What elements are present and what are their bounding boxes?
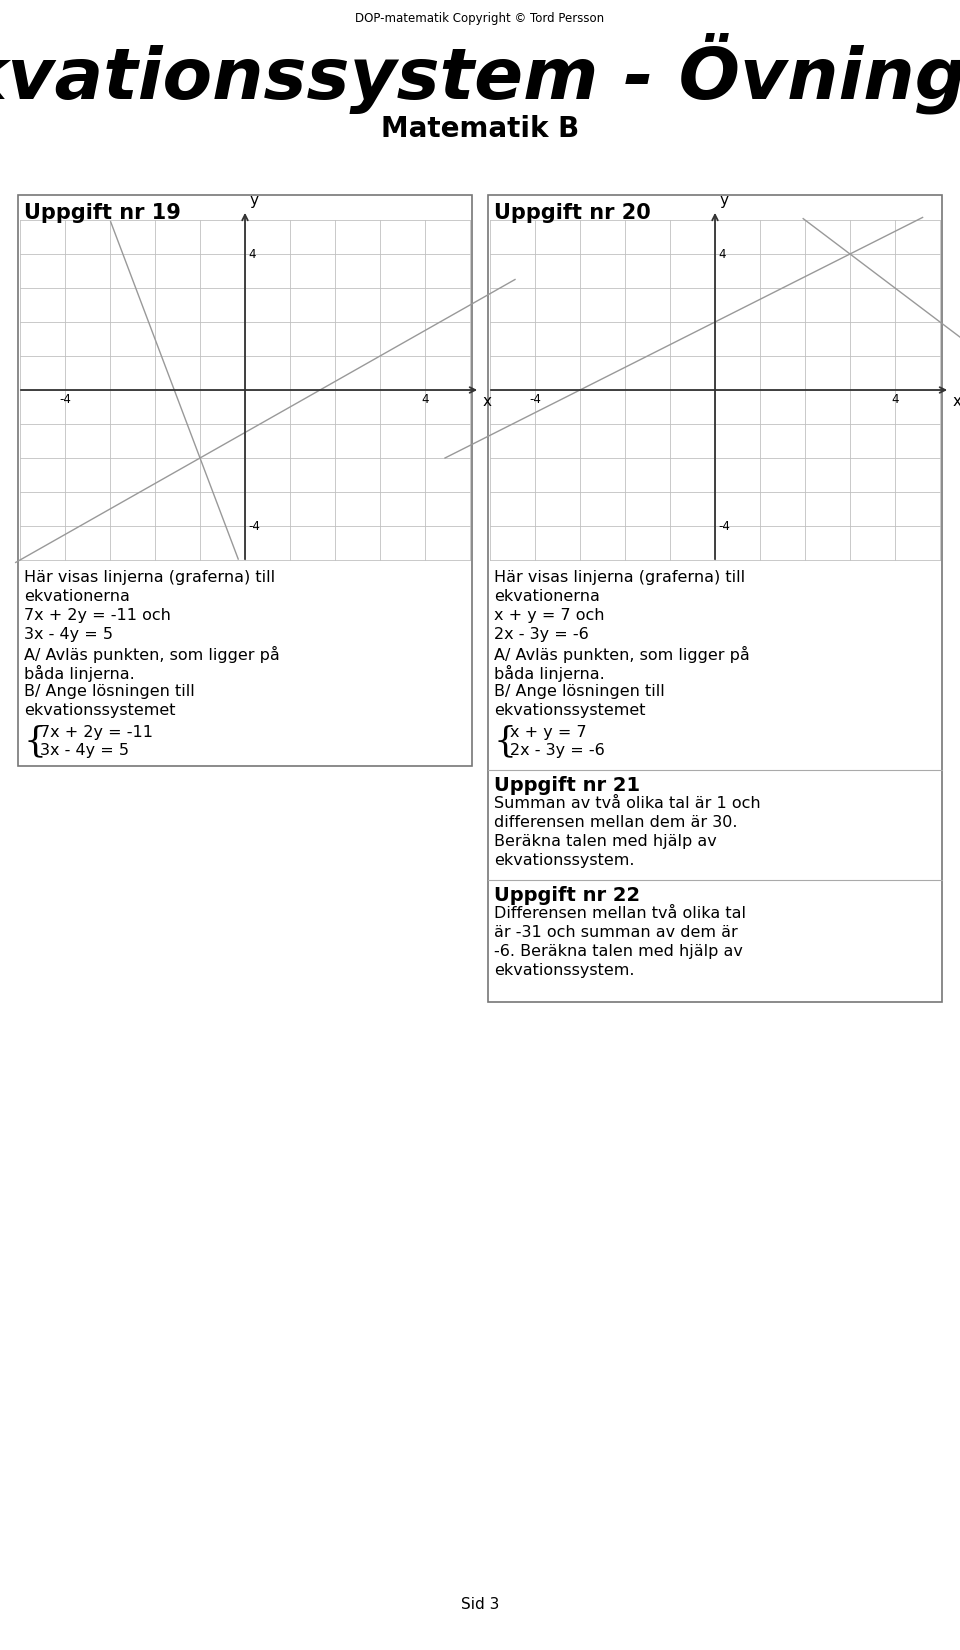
Text: y: y	[249, 193, 258, 208]
Text: -4: -4	[60, 393, 71, 406]
Text: {: {	[24, 724, 47, 757]
Text: båda linjerna.: båda linjerna.	[24, 665, 134, 681]
Text: 3x - 4y = 5: 3x - 4y = 5	[24, 627, 113, 642]
Bar	[488, 195, 942, 1002]
Text: Beräkna talen med hjälp av: Beräkna talen med hjälp av	[494, 833, 717, 850]
Text: B/ Ange lösningen till: B/ Ange lösningen till	[494, 685, 664, 700]
Text: 4: 4	[718, 248, 726, 261]
Text: x: x	[953, 394, 960, 409]
Text: Differensen mellan två olika tal: Differensen mellan två olika tal	[494, 906, 746, 921]
Text: x + y = 7: x + y = 7	[510, 724, 587, 739]
Text: Uppgift nr 19: Uppgift nr 19	[24, 203, 180, 223]
Text: 2x - 3y = -6: 2x - 3y = -6	[494, 627, 588, 642]
Text: ekvationssystem.: ekvationssystem.	[494, 964, 635, 978]
Text: Här visas linjerna (graferna) till: Här visas linjerna (graferna) till	[494, 569, 745, 586]
Text: 7x + 2y = -11 och: 7x + 2y = -11 och	[24, 607, 171, 624]
Text: ekvationssystemet: ekvationssystemet	[494, 703, 645, 718]
Text: 2x - 3y = -6: 2x - 3y = -6	[510, 742, 605, 757]
Text: A/ Avläs punkten, som ligger på: A/ Avläs punkten, som ligger på	[24, 647, 279, 663]
Text: båda linjerna.: båda linjerna.	[494, 665, 605, 681]
Text: x + y = 7 och: x + y = 7 och	[494, 607, 605, 624]
Text: 7x + 2y = -11: 7x + 2y = -11	[40, 724, 153, 739]
Text: -4: -4	[248, 520, 260, 533]
Text: 4: 4	[248, 248, 255, 261]
Bar	[20, 219, 470, 559]
Text: 4: 4	[421, 393, 429, 406]
Text: Uppgift nr 20: Uppgift nr 20	[494, 203, 651, 223]
Text: -6. Beräkna talen med hjälp av: -6. Beräkna talen med hjälp av	[494, 944, 743, 959]
Text: är -31 och summan av dem är: är -31 och summan av dem är	[494, 926, 737, 940]
Text: Uppgift nr 21: Uppgift nr 21	[494, 776, 640, 795]
Text: x: x	[483, 394, 492, 409]
Text: ekvationssystem.: ekvationssystem.	[494, 853, 635, 868]
Text: Matematik B: Matematik B	[381, 116, 579, 144]
Text: Här visas linjerna (graferna) till: Här visas linjerna (graferna) till	[24, 569, 276, 586]
Text: -4: -4	[529, 393, 540, 406]
Text: ekvationssystemet: ekvationssystemet	[24, 703, 176, 718]
Text: B/ Ange lösningen till: B/ Ange lösningen till	[24, 685, 195, 700]
Text: -4: -4	[718, 520, 730, 533]
Text: ekvationerna: ekvationerna	[494, 589, 600, 604]
Text: DOP-matematik Copyright © Tord Persson: DOP-matematik Copyright © Tord Persson	[355, 12, 605, 25]
Text: {: {	[494, 724, 517, 757]
Text: y: y	[719, 193, 728, 208]
Text: Ekvationssystem - Övningar: Ekvationssystem - Övningar	[0, 31, 960, 114]
Text: 3x - 4y = 5: 3x - 4y = 5	[40, 742, 129, 757]
Text: Uppgift nr 22: Uppgift nr 22	[494, 886, 640, 904]
Bar	[490, 219, 940, 559]
Text: differensen mellan dem är 30.: differensen mellan dem är 30.	[494, 815, 737, 830]
Text: Summan av två olika tal är 1 och: Summan av två olika tal är 1 och	[494, 795, 760, 812]
Text: A/ Avläs punkten, som ligger på: A/ Avläs punkten, som ligger på	[494, 647, 750, 663]
Text: ekvationerna: ekvationerna	[24, 589, 130, 604]
Bar	[18, 195, 472, 766]
Text: 4: 4	[891, 393, 899, 406]
Text: Sid 3: Sid 3	[461, 1597, 499, 1612]
